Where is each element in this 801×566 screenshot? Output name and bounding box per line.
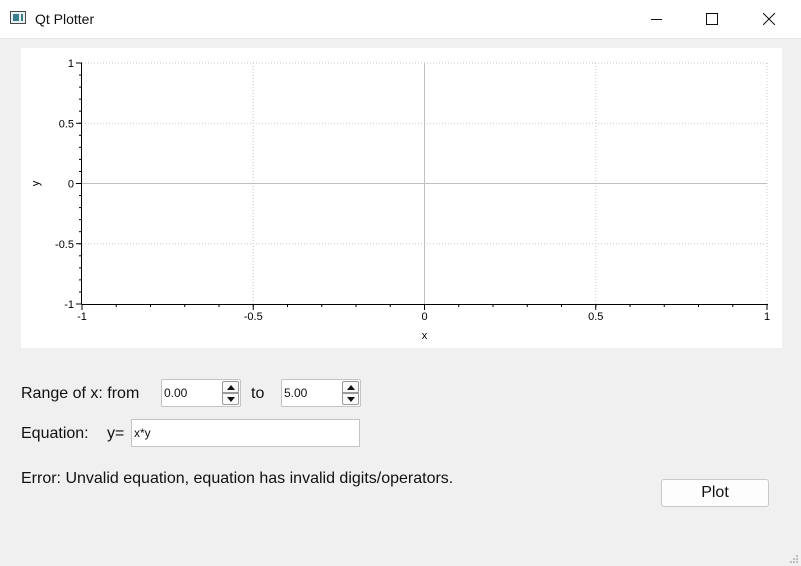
x-axis-title: x bbox=[422, 330, 428, 342]
y-tick-label: 1 bbox=[68, 58, 74, 70]
close-icon bbox=[763, 13, 775, 25]
range-to-arrows bbox=[342, 381, 359, 405]
y-tick-label: -0.5 bbox=[55, 239, 74, 251]
x-tick-label: 0.5 bbox=[588, 311, 603, 323]
plot-canvas: -1 -0.5 0 0.5 1 -1 -0.5 0 0.5 1 x y bbox=[30, 58, 770, 342]
app-icon bbox=[10, 11, 26, 24]
range-to-input[interactable] bbox=[282, 380, 338, 406]
plot-button[interactable]: Plot bbox=[661, 479, 769, 507]
range-to-label: to bbox=[251, 385, 265, 402]
x-tick-label: 0 bbox=[421, 311, 427, 323]
minimize-button[interactable] bbox=[629, 0, 685, 38]
chevron-down-icon bbox=[346, 396, 355, 402]
range-from-decrement-button[interactable] bbox=[222, 393, 239, 405]
x-tick-label: -1 bbox=[77, 311, 87, 323]
x-tick-label: -0.5 bbox=[244, 311, 263, 323]
chevron-up-icon bbox=[346, 384, 355, 390]
chevron-down-icon bbox=[226, 396, 235, 402]
minimize-icon bbox=[651, 19, 662, 20]
error-message: Error: Unvalid equation, equation has in… bbox=[21, 470, 454, 487]
equation-prefix: y= bbox=[107, 425, 125, 442]
equation-label: Equation: bbox=[21, 425, 89, 442]
close-button[interactable] bbox=[741, 0, 797, 38]
window-title: Qt Plotter bbox=[35, 11, 95, 27]
range-to-increment-button[interactable] bbox=[342, 381, 359, 393]
range-from-input[interactable] bbox=[162, 380, 218, 406]
range-to-decrement-button[interactable] bbox=[342, 393, 359, 405]
range-from-increment-button[interactable] bbox=[222, 381, 239, 393]
y-tick-label: 0.5 bbox=[59, 118, 74, 130]
maximize-icon bbox=[706, 13, 718, 25]
range-from-spinbox[interactable] bbox=[161, 379, 241, 407]
resize-grip-icon[interactable] bbox=[789, 554, 799, 564]
range-from-arrows bbox=[222, 381, 239, 405]
maximize-button[interactable] bbox=[684, 0, 740, 38]
range-from-label: Range of x: from bbox=[21, 385, 140, 402]
equation-input[interactable] bbox=[131, 419, 360, 447]
x-tick-label: 1 bbox=[764, 311, 770, 323]
chevron-up-icon bbox=[226, 384, 235, 390]
title-bar: Qt Plotter bbox=[0, 0, 801, 39]
plot-panel[interactable]: -1 -0.5 0 0.5 1 -1 -0.5 0 0.5 1 x y bbox=[21, 48, 782, 348]
range-to-spinbox[interactable] bbox=[281, 379, 361, 407]
y-tick-label: -1 bbox=[64, 299, 74, 311]
y-tick-label: 0 bbox=[68, 179, 74, 191]
y-axis-title: y bbox=[30, 180, 42, 186]
